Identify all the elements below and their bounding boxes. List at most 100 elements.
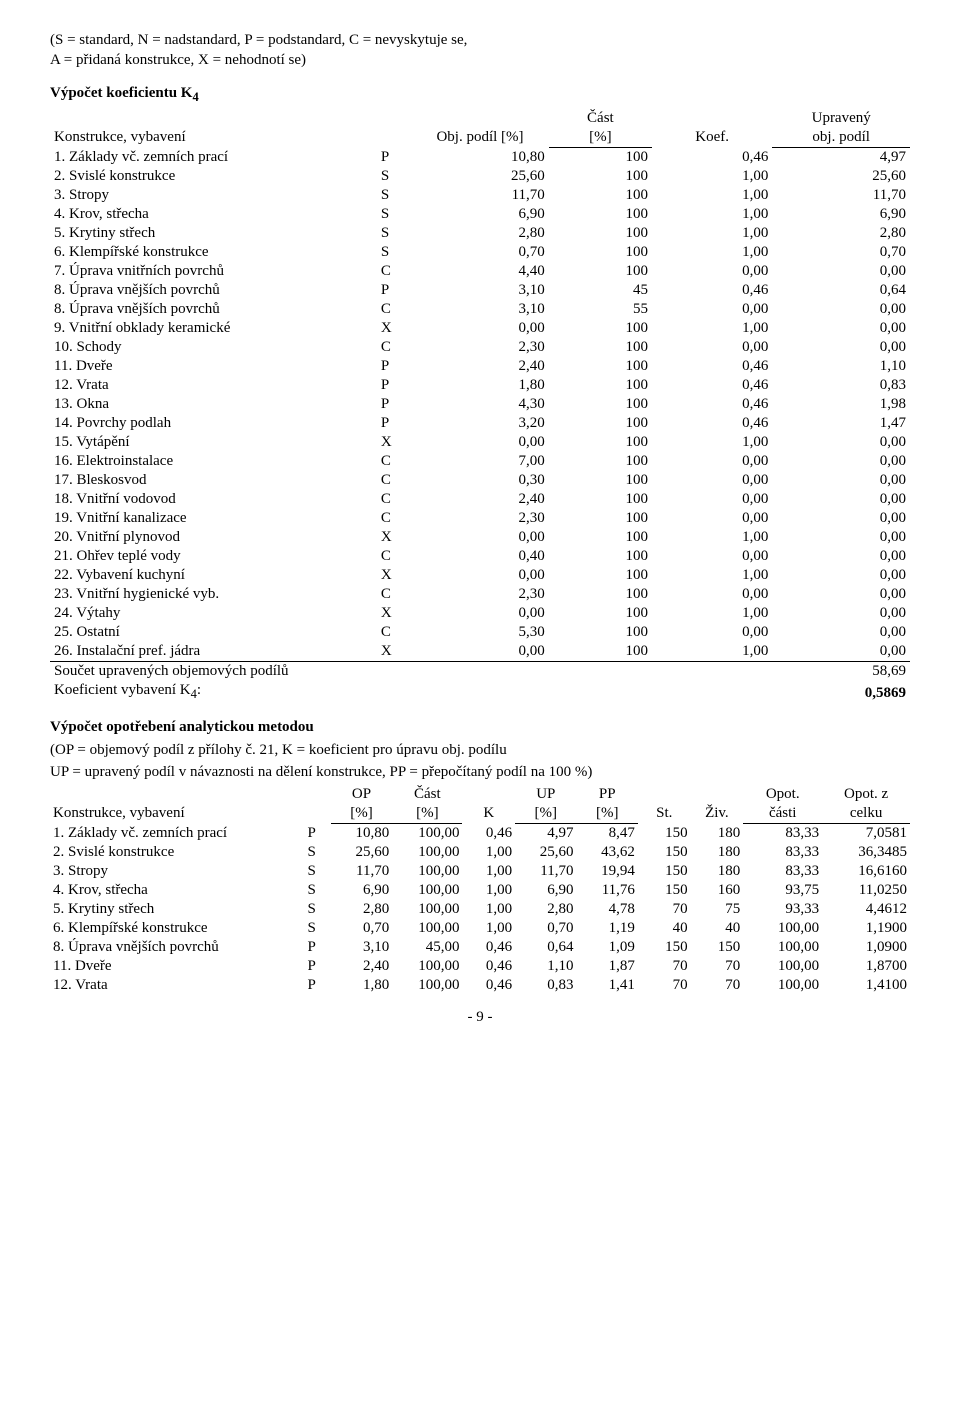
- cell-code: S: [377, 243, 411, 262]
- cell-name: 1. Základy vč. zemních prací: [50, 824, 305, 844]
- cell-code: P: [305, 938, 331, 957]
- cell-up: 0,00: [772, 585, 910, 604]
- title-k4-text: Výpočet koeficientu K: [50, 85, 192, 101]
- cell-op: 3,20: [411, 414, 549, 433]
- cell-opot: 83,33: [743, 824, 822, 844]
- cell-name: 11. Dveře: [50, 357, 377, 376]
- cell-k: 1,00: [652, 319, 772, 338]
- cell-ziv: 160: [691, 881, 744, 900]
- cell-opotz: 36,3485: [822, 843, 910, 862]
- cell-op: 0,00: [411, 433, 549, 452]
- cell-code: X: [377, 604, 411, 623]
- cell-k: 0,00: [652, 547, 772, 566]
- cell-k: 1,00: [652, 433, 772, 452]
- cell-op: 2,80: [411, 224, 549, 243]
- cell-opot: 100,00: [743, 976, 822, 995]
- table-row: 4. Krov, střechaS6,90100,001,006,9011,76…: [50, 881, 910, 900]
- cell-up: 0,00: [772, 566, 910, 585]
- cell-name: 3. Stropy: [50, 186, 377, 205]
- page-number: - 9 -: [50, 1009, 910, 1026]
- cell-op: 1,80: [331, 976, 392, 995]
- cell-code: C: [377, 490, 411, 509]
- cell-name: 26. Instalační pref. jádra: [50, 642, 377, 662]
- cell-k: 1,00: [462, 900, 515, 919]
- cell-up: 0,00: [772, 452, 910, 471]
- cell-up: 6,90: [772, 205, 910, 224]
- cell-cast: 100,00: [392, 843, 462, 862]
- table-opot: Konstrukce, vybavení OP Část K UP PP St.…: [50, 785, 910, 996]
- cell-cast: 100: [549, 224, 652, 243]
- cell-up: 4,97: [515, 824, 576, 844]
- cell-up: 0,00: [772, 300, 910, 319]
- t1-h-op: Obj. podíl [%]: [411, 109, 549, 148]
- cell-up: 0,00: [772, 433, 910, 452]
- cell-up: 2,80: [515, 900, 576, 919]
- cell-code: C: [377, 452, 411, 471]
- cell-k: 1,00: [652, 243, 772, 262]
- cell-k: 0,46: [652, 148, 772, 168]
- table-row: 18. Vnitřní vodovodC2,401000,000,00: [50, 490, 910, 509]
- cell-name: 2. Svislé konstrukce: [50, 167, 377, 186]
- cell-code: C: [377, 338, 411, 357]
- cell-st: 150: [638, 843, 691, 862]
- cell-st: 150: [638, 862, 691, 881]
- cell-opotz: 1,4100: [822, 976, 910, 995]
- cell-cast: 45,00: [392, 938, 462, 957]
- cell-opot: 93,33: [743, 900, 822, 919]
- cell-op: 4,40: [411, 262, 549, 281]
- cell-k: 1,00: [462, 843, 515, 862]
- cell-code: P: [305, 957, 331, 976]
- cell-code: S: [377, 167, 411, 186]
- cell-up: 6,90: [515, 881, 576, 900]
- table-row: 11. DveřeP2,401000,461,10: [50, 357, 910, 376]
- cell-opotz: 1,8700: [822, 957, 910, 976]
- t2-h-up1: UP: [515, 785, 576, 804]
- cell-cast: 100: [549, 205, 652, 224]
- cell-code: X: [377, 566, 411, 585]
- cell-code: X: [377, 528, 411, 547]
- cell-code: S: [377, 224, 411, 243]
- cell-code: S: [377, 205, 411, 224]
- t2-h-name: Konstrukce, vybavení: [50, 785, 305, 824]
- cell-ziv: 70: [691, 976, 744, 995]
- cell-cast: 100,00: [392, 824, 462, 844]
- t1-h-name: Konstrukce, vybavení: [50, 109, 377, 148]
- cell-k: 1,00: [652, 528, 772, 547]
- cell-code: P: [377, 395, 411, 414]
- cell-opot: 83,33: [743, 862, 822, 881]
- cell-ziv: 75: [691, 900, 744, 919]
- t2-h-st: St.: [638, 785, 691, 824]
- cell-op: 0,30: [411, 471, 549, 490]
- cell-opot: 100,00: [743, 938, 822, 957]
- cell-up: 0,00: [772, 528, 910, 547]
- t2-h-cast2: [%]: [392, 804, 462, 824]
- cell-ziv: 180: [691, 843, 744, 862]
- cell-up: 0,00: [772, 509, 910, 528]
- table-row: 17. BleskosvodC0,301000,000,00: [50, 471, 910, 490]
- cell-k: 0,46: [462, 824, 515, 844]
- cell-code: S: [305, 900, 331, 919]
- cell-st: 150: [638, 938, 691, 957]
- table-row: 3. StropyS11,70100,001,0011,7019,9415018…: [50, 862, 910, 881]
- cell-ziv: 180: [691, 824, 744, 844]
- cell-up: 1,10: [515, 957, 576, 976]
- cell-cast: 100: [549, 395, 652, 414]
- cell-up: 25,60: [772, 167, 910, 186]
- cell-cast: 100: [549, 357, 652, 376]
- cell-up: 0,70: [772, 243, 910, 262]
- table-row: 13. OknaP4,301000,461,98: [50, 395, 910, 414]
- t2-h-pp2: [%]: [577, 804, 638, 824]
- cell-name: 1. Základy vč. zemních prací: [50, 148, 377, 168]
- cell-cast: 100: [549, 566, 652, 585]
- t2-h-op1: OP: [331, 785, 392, 804]
- cell-cast: 100: [549, 414, 652, 433]
- cell-k: 1,00: [652, 186, 772, 205]
- cell-up: 0,64: [515, 938, 576, 957]
- cell-code: P: [377, 357, 411, 376]
- cell-code: S: [305, 919, 331, 938]
- table-row: 24. VýtahyX0,001001,000,00: [50, 604, 910, 623]
- table-row: 2. Svislé konstrukceS25,60100,001,0025,6…: [50, 843, 910, 862]
- cell-name: 6. Klempířské konstrukce: [50, 919, 305, 938]
- t2-h-k: K: [462, 785, 515, 824]
- t1-koef-val: 0,5869: [772, 681, 910, 703]
